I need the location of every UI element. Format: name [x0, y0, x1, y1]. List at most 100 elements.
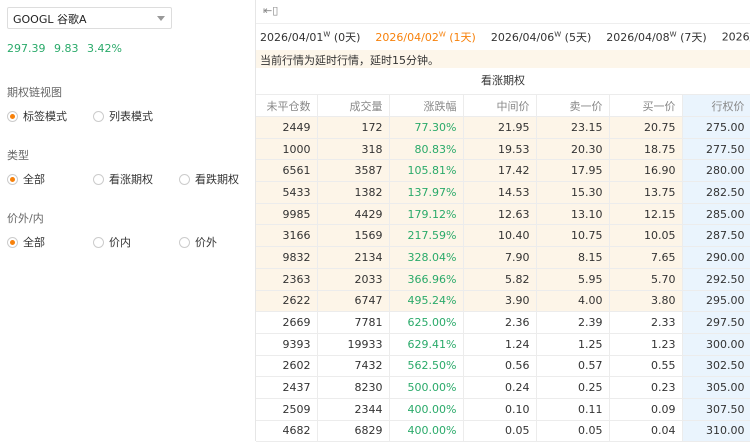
expiry-tab[interactable]: 2026/04/01W (0天)	[260, 29, 360, 45]
table-cell: 19.53	[463, 138, 537, 161]
expiry-tab[interactable]: 2026/04/06W (5天)	[491, 29, 591, 45]
expiry-date: 2026/04/02	[375, 31, 439, 44]
table-cell: 307.50	[682, 398, 750, 421]
radio-icon[interactable]	[179, 236, 190, 248]
table-cell: 1.23	[609, 333, 683, 356]
toolbar: ⇤▯	[256, 0, 750, 24]
table-cell: 0.10	[463, 398, 537, 421]
expiry-tag: W	[323, 30, 331, 39]
table-cell: 0.09	[609, 398, 683, 421]
collapse-panel-icon[interactable]: ⇤▯	[263, 4, 279, 17]
radio-option[interactable]: 看跌期权	[179, 171, 239, 187]
radio-label: 列表模式	[109, 110, 153, 123]
table-row[interactable]: 5433 1382 137.97% 14.53 15.30 13.75 282.50	[256, 181, 750, 204]
table-cell: 5433	[256, 181, 318, 204]
expiry-tab[interactable]: 2026/04/02W (1天)	[375, 29, 475, 45]
table-row[interactable]: 2363 2033 366.96% 5.82 5.95 5.70 292.50	[256, 268, 750, 291]
radio-option[interactable]: 列表模式	[93, 108, 153, 124]
table-row[interactable]: 9832 2134 328.04% 7.90 8.15 7.65 290.00	[256, 246, 750, 269]
symbol-select[interactable]: GOOGL 谷歌A	[7, 7, 172, 29]
symbol-select-value: GOOGL 谷歌A	[13, 13, 87, 26]
radio-option[interactable]: 价内	[93, 234, 131, 250]
table-row[interactable]: 2437 8230 500.00% 0.24 0.25 0.23 305.00	[256, 376, 750, 399]
expiry-tab[interactable]: 2026/04/08W (7天)	[606, 29, 706, 45]
table-row[interactable]: 2622 6747 495.24% 3.90 4.00 3.80 295.00	[256, 290, 750, 313]
table-cell: 9985	[256, 203, 318, 226]
table-row[interactable]: 2669 7781 625.00% 2.36 2.39 2.33 297.50	[256, 311, 750, 334]
table-cell: 629.41%	[389, 333, 464, 356]
radio-option[interactable]: 看涨期权	[93, 171, 153, 187]
column-header[interactable]: 行权价	[682, 94, 750, 117]
table-cell: 2449	[256, 116, 318, 139]
quote-change-pct: 3.42%	[87, 42, 122, 55]
table-cell: 10.05	[609, 224, 683, 248]
column-header[interactable]: 买一价	[609, 94, 683, 117]
radio-icon[interactable]	[93, 110, 104, 122]
table-row[interactable]: 1000 318 80.83% 19.53 20.30 18.75 277.50	[256, 138, 750, 161]
column-header[interactable]: 成交量	[317, 94, 390, 117]
table-cell: 2622	[256, 290, 318, 313]
table-cell: 179.12%	[389, 203, 464, 226]
table-cell: 9393	[256, 333, 318, 356]
chevron-down-icon	[157, 16, 165, 21]
expiry-tag: W	[669, 30, 677, 39]
options-chain: ⇤▯ 2026/04/01W (0天) 2026/04/02W (1天) 2026/…	[255, 0, 750, 442]
expiry-tabs: 2026/04/01W (0天) 2026/04/02W (1天) 2026/04/…	[256, 24, 750, 50]
table-cell: 2509	[256, 398, 318, 421]
table-cell: 0.05	[536, 420, 610, 442]
radio-option[interactable]: 价外	[179, 234, 217, 250]
table-row[interactable]: 2602 7432 562.50% 0.56 0.57 0.55 302.50	[256, 355, 750, 378]
column-header[interactable]: 卖一价	[536, 94, 610, 117]
radio-label: 看涨期权	[109, 173, 153, 186]
table-cell: 17.95	[536, 159, 610, 183]
table-row[interactable]: 6561 3587 105.81% 17.42 17.95 16.90 280.00	[256, 159, 750, 183]
table-row[interactable]: 2449 172 77.30% 21.95 23.15 20.75 275.00	[256, 116, 750, 139]
table-row[interactable]: 4682 6829 400.00% 0.05 0.05 0.04 310.00	[256, 420, 750, 442]
table-cell: 366.96%	[389, 268, 464, 291]
expiry-date: 2026/04/01	[260, 31, 324, 44]
table-cell: 4429	[317, 203, 390, 226]
table-cell: 2134	[317, 246, 390, 269]
table-cell: 1569	[317, 224, 390, 248]
table-cell: 172	[317, 116, 390, 139]
radio-icon[interactable]	[93, 236, 104, 248]
expiry-tag: W	[554, 30, 562, 39]
table-cell: 1.25	[536, 333, 610, 356]
radio-option[interactable]: 标签模式	[7, 108, 67, 124]
delay-notice: 当前行情为延时行情，延时15分钟。	[256, 50, 750, 68]
column-header[interactable]: 涨跌幅	[389, 94, 464, 117]
table-cell: 13.75	[609, 181, 683, 204]
table-cell: 285.00	[682, 203, 750, 226]
table-row[interactable]: 2509 2344 400.00% 0.10 0.11 0.09 307.50	[256, 398, 750, 421]
radio-option[interactable]: 全部	[7, 234, 45, 250]
table-cell: 1000	[256, 138, 318, 161]
options-table: 未平仓数 成交量 涨跌幅 中间价 卖一价 买一价 行权价 2449 172 77.30% 21.9…	[256, 94, 750, 442]
radio-icon[interactable]	[93, 173, 104, 185]
quote-price: 297.39	[7, 42, 46, 55]
table-cell: 3.80	[609, 290, 683, 313]
table-cell: 0.25	[536, 376, 610, 399]
table-cell: 6561	[256, 159, 318, 183]
radio-icon[interactable]	[7, 173, 18, 185]
radio-icon[interactable]	[7, 110, 18, 122]
table-row[interactable]: 9985 4429 179.12% 12.63 13.10 12.15 285.00	[256, 203, 750, 226]
column-header[interactable]: 未平仓数	[256, 94, 318, 117]
table-cell: 2363	[256, 268, 318, 291]
radio-label: 价内	[109, 236, 131, 249]
table-row[interactable]: 9393 19933 629.41% 1.24 1.25 1.23 300.00	[256, 333, 750, 356]
expiry-date: 2026/04/08	[606, 31, 670, 44]
table-cell: 17.42	[463, 159, 537, 183]
table-cell: 7432	[317, 355, 390, 378]
radio-icon[interactable]	[179, 173, 190, 185]
radio-option[interactable]: 全部	[7, 171, 45, 187]
expiry-tab[interactable]: 2026/04/10	[722, 30, 750, 44]
table-cell: 280.00	[682, 159, 750, 183]
table-cell: 16.90	[609, 159, 683, 183]
column-header[interactable]: 中间价	[463, 94, 537, 117]
table-row[interactable]: 3166 1569 217.59% 10.40 10.75 10.05 287.50	[256, 224, 750, 248]
table-cell: 8.15	[536, 246, 610, 269]
radio-icon[interactable]	[7, 236, 18, 248]
table-cell: 282.50	[682, 181, 750, 204]
table-cell: 23.15	[536, 116, 610, 139]
table-cell: 318	[317, 138, 390, 161]
